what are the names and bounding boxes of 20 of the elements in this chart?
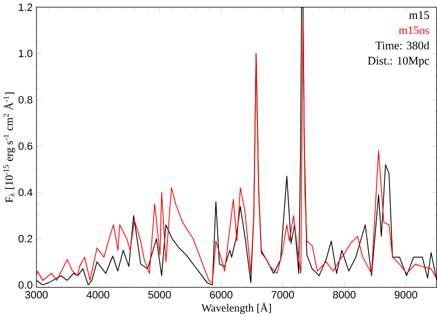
annotation: Dist.: 10Mpc xyxy=(368,56,430,67)
x-tick-label: 3000 xyxy=(25,290,48,298)
x-tick-label: 5000 xyxy=(148,290,171,298)
x-tick-label: 6000 xyxy=(210,290,232,298)
x-tick-label: 9000 xyxy=(394,290,418,298)
text: m15os xyxy=(398,26,429,34)
y-tick-label: 0.4 xyxy=(18,188,32,196)
annotation: Time: 380d xyxy=(376,41,430,50)
text: F$_{λ}$ [10$^{-15}$ erg s$^{-1}$ cm$^{2}$ Å$^{-1}$] xyxy=(3,92,16,202)
y-tick-label: 0.0 xyxy=(18,281,32,289)
x-tick-label: 4000 xyxy=(86,290,110,298)
x-tick-label: 8000 xyxy=(333,290,356,298)
y-tick-label: 1.2 xyxy=(18,3,32,11)
x-axis-title: Wavelength [Å] xyxy=(201,302,271,314)
x-tick-label: 7000 xyxy=(272,290,294,298)
y-tick-label: 0.6 xyxy=(18,142,32,150)
text: m15 xyxy=(409,11,429,19)
y-tick-label: 0.2 xyxy=(18,234,32,242)
y-tick-label: 0.8 xyxy=(18,96,32,104)
y-tick-label: 1.0 xyxy=(18,50,32,57)
